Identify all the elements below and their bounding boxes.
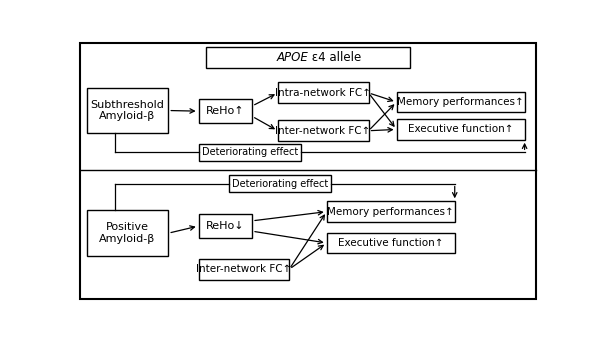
Text: ε4 allele: ε4 allele <box>308 51 361 64</box>
Bar <box>397 92 525 113</box>
Bar <box>87 88 168 133</box>
Text: Memory performances↑: Memory performances↑ <box>328 207 454 217</box>
Bar <box>198 99 252 123</box>
Bar <box>278 120 368 141</box>
Bar <box>327 233 455 254</box>
Text: Inter-network FC↑: Inter-network FC↑ <box>197 264 291 274</box>
Text: ReHo↓: ReHo↓ <box>206 221 245 231</box>
Text: Intra-network FC↑: Intra-network FC↑ <box>275 88 371 98</box>
Bar <box>198 144 301 161</box>
Text: ReHo↑: ReHo↑ <box>206 106 245 116</box>
Text: Executive function↑: Executive function↑ <box>338 238 444 248</box>
Bar <box>278 82 368 103</box>
Bar <box>198 214 252 238</box>
Bar <box>206 47 410 68</box>
Text: Deteriorating effect: Deteriorating effect <box>202 147 298 157</box>
Bar <box>229 175 331 192</box>
Text: Memory performances↑: Memory performances↑ <box>397 97 524 107</box>
Text: Subthreshold
Amyloid-β: Subthreshold Amyloid-β <box>91 100 165 121</box>
Bar <box>87 210 168 256</box>
Bar <box>327 201 455 222</box>
Text: Deteriorating effect: Deteriorating effect <box>232 179 328 188</box>
Text: Positive
Amyloid-β: Positive Amyloid-β <box>99 222 156 244</box>
Bar <box>397 119 525 140</box>
Text: APOE: APOE <box>276 51 308 64</box>
Text: Inter-network FC↑: Inter-network FC↑ <box>275 126 371 136</box>
Bar <box>198 259 290 280</box>
Text: Executive function↑: Executive function↑ <box>408 124 513 135</box>
